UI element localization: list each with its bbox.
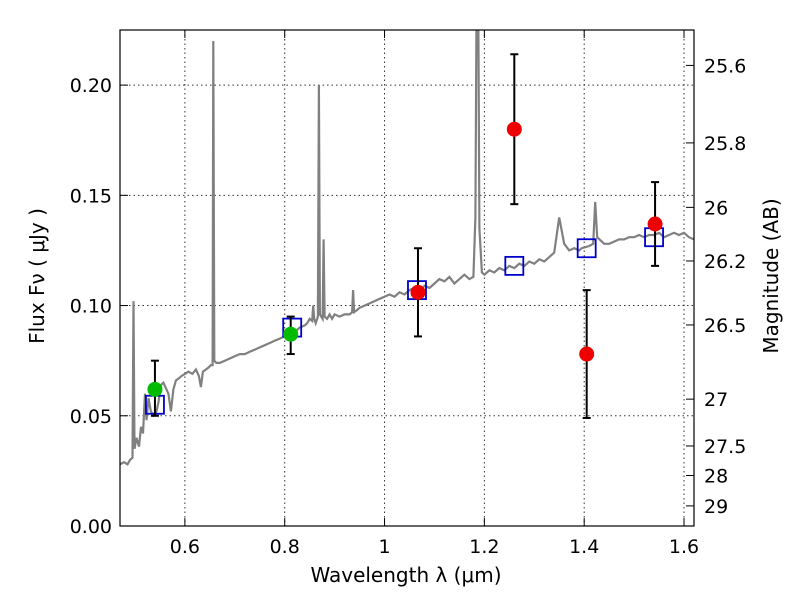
y-tick-label: 0.20: [70, 75, 112, 97]
mag-tick-label: 28: [704, 465, 728, 487]
mag-tick-label: 27.5: [704, 436, 746, 458]
observed-point-marker: [147, 381, 163, 397]
y-tick-label: 0.10: [70, 296, 112, 318]
mag-tick-label: 29: [704, 496, 728, 518]
observed-point-marker: [410, 284, 426, 300]
x-tick-label: 1.4: [569, 536, 599, 558]
mag-tick-label: 26.5: [704, 315, 746, 337]
mag-tick-label: 25.6: [704, 55, 746, 77]
y-axis-label: Flux Fν ( μJy ): [25, 208, 49, 344]
observed-point-marker: [506, 121, 522, 137]
observed-point-marker: [579, 346, 595, 362]
x-tick-label: 1.6: [669, 536, 699, 558]
x-tick-label: 1.2: [469, 536, 499, 558]
axis-ticks: 0.6 0.8 1 1.2 1.4 1.6 0.00 0.05 0.10 0.15 0.20 25.6…: [70, 30, 746, 558]
x-axis-label: Wavelength λ (μm): [310, 563, 501, 587]
model-square-marker: [576, 238, 597, 259]
grid-lines: [120, 30, 694, 527]
plot-series: [120, 30, 694, 466]
spectrum-line: [120, 30, 694, 466]
x-tick-label: 0.6: [170, 536, 200, 558]
x-tick-label: 0.8: [270, 536, 300, 558]
mag-tick-label: 26: [704, 197, 728, 219]
x-tick-label: 1: [378, 536, 390, 558]
observed-point-marker: [647, 216, 663, 232]
plot-frame: [119, 29, 695, 527]
y-tick-label: 0.05: [70, 406, 112, 428]
mag-tick-label: 26.2: [704, 251, 746, 273]
y-tick-label: 0.00: [70, 516, 112, 538]
mag-tick-label: 25.8: [704, 133, 746, 155]
model-square-marker: [504, 255, 525, 276]
observed-point-marker: [283, 326, 299, 342]
right-y-axis-label: Magnitude (AB): [759, 198, 783, 353]
mag-tick-label: 27: [704, 389, 728, 411]
y-tick-label: 0.15: [70, 185, 112, 207]
